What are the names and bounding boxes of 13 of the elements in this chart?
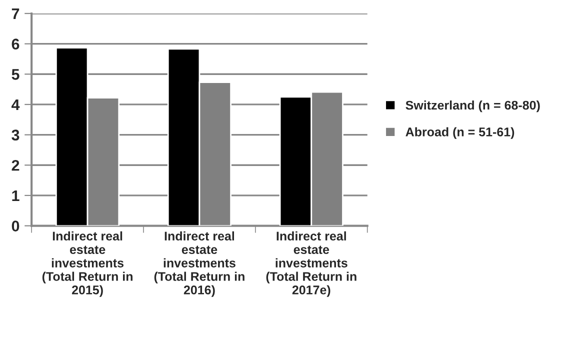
y-tick-label: 4 [12,99,20,110]
y-tick-label: 6 [12,38,20,50]
y-tick-label: 2 [12,160,20,171]
x-tick-label: Indirect real estate investments (Total Return in 2017e) [266,231,356,297]
legend-label: Abroad (n = 51-61) [406,127,514,139]
y-tick-label: 1 [12,190,20,201]
y-tick-label: 3 [12,130,20,141]
x-tick-label: Indirect real estate investments (Total Return in 2016) [154,231,244,297]
y-tick-label: 7 [12,8,20,20]
y-tick-label: 0 [12,220,20,232]
y-tick-label: 5 [12,69,20,80]
legend-label: Switzerland (n = 68-80) [406,100,540,112]
x-tick-label: Indirect real estate investments (Total Return in 2015) [42,231,132,297]
